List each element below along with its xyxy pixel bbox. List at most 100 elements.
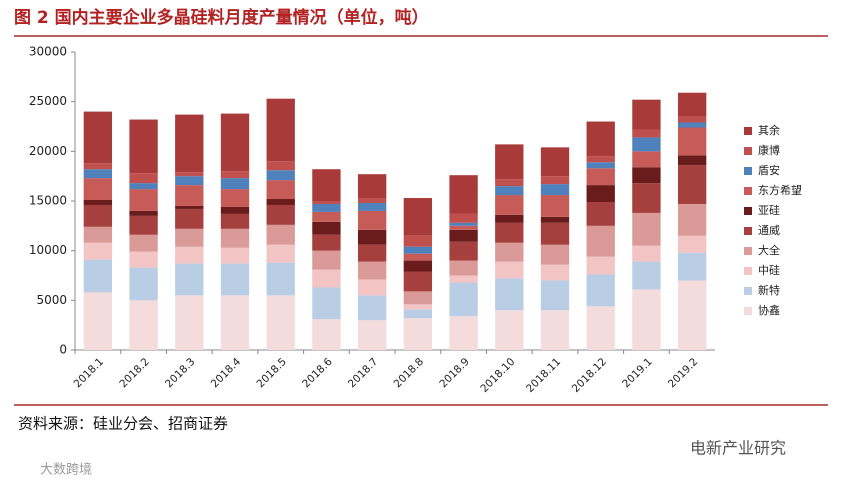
legend-label: 亚硅 <box>758 204 780 217</box>
bar-segment <box>312 269 341 288</box>
bar-segment <box>540 310 570 350</box>
bar-segment <box>312 287 341 320</box>
bar-segment <box>357 210 387 230</box>
bar-segment <box>266 180 295 200</box>
legend-swatch <box>744 187 752 195</box>
y-tick-label: 20000 <box>29 144 67 158</box>
bar-segment <box>632 137 661 152</box>
bar-segment <box>449 316 478 350</box>
bar-segment <box>129 267 158 301</box>
legend-swatch <box>744 147 752 155</box>
bar-segment <box>632 183 661 213</box>
bar-segment <box>677 116 707 123</box>
bar-segment <box>312 221 341 235</box>
bar-segment <box>175 263 204 296</box>
bar-segment <box>266 224 295 245</box>
y-tick-label: 0 <box>59 343 67 357</box>
bar-segment <box>357 295 387 321</box>
bar-segment <box>129 189 158 211</box>
bar-segment <box>449 282 478 317</box>
legend-label: 新特 <box>758 283 780 297</box>
bar-segment <box>312 169 341 201</box>
bar-segment <box>220 263 250 296</box>
bar-segment <box>540 195 570 217</box>
y-tick-label: 30000 <box>29 45 67 59</box>
bar-segment <box>312 234 341 251</box>
legend-swatch <box>744 207 752 215</box>
bar-segment <box>677 165 707 204</box>
bar-segment <box>129 210 158 216</box>
bar-segment <box>449 222 478 226</box>
watermark: 大数跨境 <box>40 463 92 478</box>
bar-segment <box>83 292 113 350</box>
legend-label: 其余 <box>758 123 780 137</box>
bar-segment <box>312 211 341 222</box>
bar-segment <box>586 274 615 307</box>
legend-label: 康博 <box>758 143 780 157</box>
bar-segment <box>495 278 524 311</box>
chart-title: 图 2 国内主要企业多晶硅料月度产量情况（单位，吨） <box>14 7 429 28</box>
bar-segment <box>677 203 707 236</box>
bar-segment <box>83 242 113 260</box>
bar-segment <box>449 275 478 283</box>
watermark: 电新产业研究 <box>690 439 786 458</box>
bar-segment <box>632 261 661 290</box>
legend-swatch <box>744 127 752 135</box>
bar-segment <box>403 260 433 272</box>
bar-segment <box>312 203 341 212</box>
bar-segment <box>677 155 707 166</box>
legend-swatch <box>744 287 752 295</box>
bar-segment <box>403 271 433 292</box>
bar-segment <box>83 111 113 164</box>
bar-segment <box>83 169 113 179</box>
bar-segment <box>129 119 158 174</box>
y-tick-label: 25000 <box>29 94 67 108</box>
bar-segment <box>540 216 570 223</box>
bar-segment <box>175 228 204 247</box>
bar-segment <box>266 204 295 225</box>
y-tick-label: 10000 <box>29 243 67 257</box>
x-tick-label: 2018.1 <box>72 356 106 390</box>
legend-swatch <box>744 167 752 175</box>
bar-segment <box>83 226 113 243</box>
bar-segment <box>403 198 433 236</box>
x-tick-label: 2018.3 <box>163 356 197 390</box>
x-tick-label: 2018.2 <box>117 356 151 390</box>
bar-segment <box>357 198 387 203</box>
x-tick-label: 2018.4 <box>209 356 244 391</box>
legend-label: 盾安 <box>758 163 780 177</box>
bar-segment <box>266 98 295 162</box>
bar-segment <box>677 127 707 156</box>
legend-swatch <box>744 307 752 315</box>
bar-segment <box>677 122 707 128</box>
bar-segment <box>357 261 387 280</box>
bar-segment <box>586 156 615 163</box>
bar-segment <box>449 213 478 223</box>
bar-segment <box>403 309 433 319</box>
bar-segment <box>586 225 615 257</box>
bar-segment <box>220 247 250 264</box>
bar-segment <box>357 279 387 296</box>
bar-segment <box>495 214 524 223</box>
bar-segment <box>266 262 295 296</box>
bar-segment <box>266 295 295 350</box>
legend-swatch <box>744 247 752 255</box>
bar-segment <box>632 99 661 130</box>
bar-segment <box>677 280 707 350</box>
bar-segment <box>129 183 158 190</box>
bar-segment <box>175 114 204 173</box>
bar-segment <box>632 289 661 350</box>
bar-segment <box>403 246 433 254</box>
bar-segment <box>495 144 524 180</box>
bar-segment <box>586 201 615 226</box>
x-tick-label: 2018.10 <box>478 356 517 395</box>
bar-segment <box>83 204 113 227</box>
bar-segment <box>586 256 615 275</box>
bar-segment <box>540 244 570 265</box>
bar-segment <box>632 212 661 246</box>
bar-segment <box>357 244 387 262</box>
bar-segment <box>632 129 661 138</box>
bar-segment <box>220 113 250 172</box>
bar-segment <box>83 178 113 201</box>
